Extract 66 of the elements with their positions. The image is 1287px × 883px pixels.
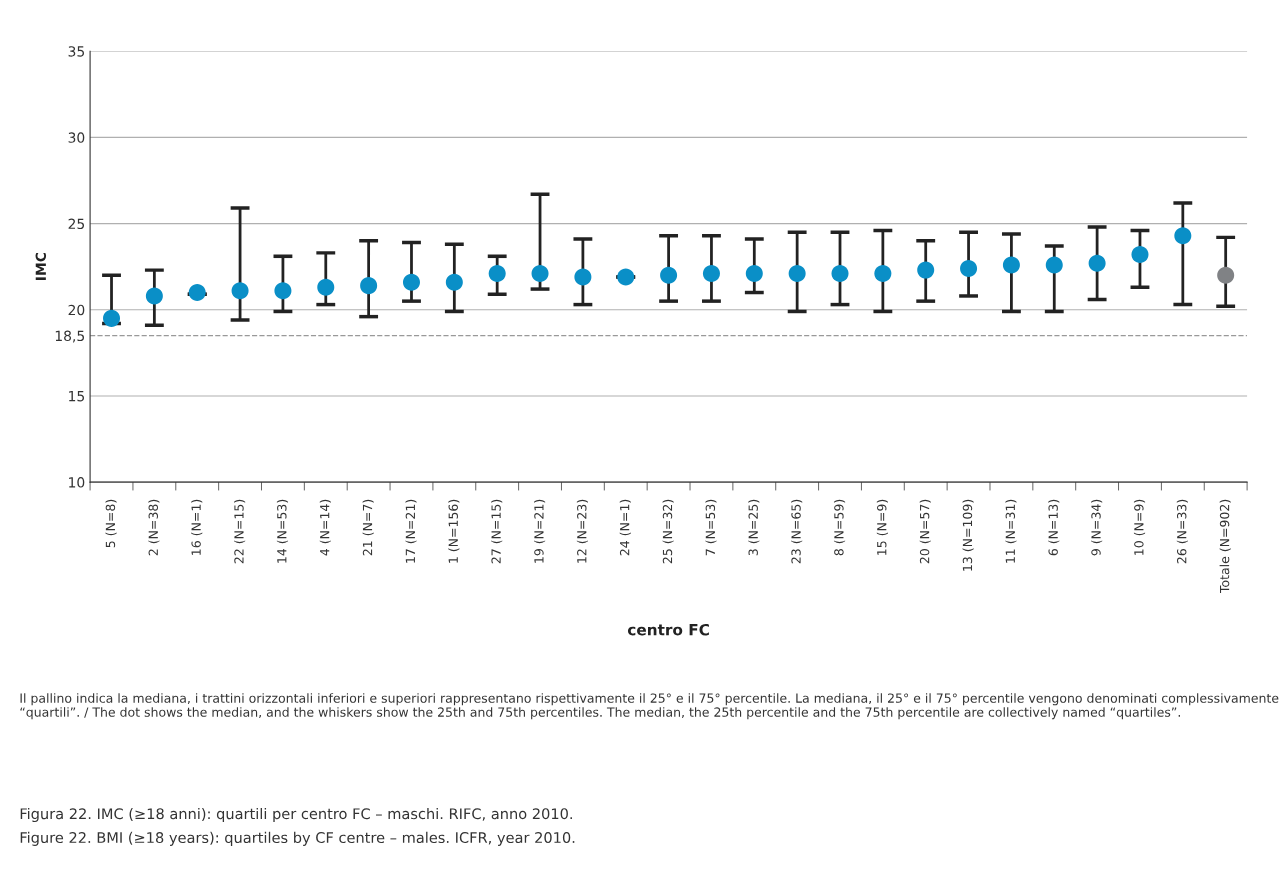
point bbox=[702, 265, 720, 283]
x-tick-label: 4 (N=14) bbox=[319, 499, 331, 556]
point bbox=[445, 273, 463, 291]
x-tick-label: 22 (N=15) bbox=[234, 499, 246, 564]
x-tick-label: 3 (N=25) bbox=[748, 499, 760, 556]
point bbox=[1088, 254, 1106, 272]
x-tick-label: 9 (N=34) bbox=[1091, 499, 1103, 556]
point bbox=[660, 266, 678, 284]
point bbox=[531, 265, 549, 283]
point bbox=[188, 284, 206, 302]
x-tick-label: 1 (N=156) bbox=[448, 499, 460, 563]
point bbox=[488, 265, 506, 283]
point bbox=[874, 265, 892, 283]
point bbox=[274, 282, 292, 300]
point bbox=[360, 277, 378, 295]
x-tick-label: Totale (N=902) bbox=[1219, 499, 1231, 594]
x-tick-label: 15 (N=9) bbox=[876, 499, 888, 555]
y-tick-label: 15 bbox=[69, 391, 85, 402]
point bbox=[402, 273, 420, 291]
x-tick-label: 27 (N=15) bbox=[491, 499, 503, 564]
x-tick-label: 10 (N=9) bbox=[1133, 499, 1146, 555]
x-tick-label: 5 (N=8) bbox=[105, 499, 117, 548]
y-axis-title: IMC bbox=[35, 252, 47, 280]
x-tick-label: 19 (N=21) bbox=[534, 499, 546, 563]
caption: Figure 22. BMI (≥18 years): quartiles by CF centre – males. ICFR, year 2010. bbox=[20, 831, 575, 846]
point bbox=[831, 265, 849, 283]
x-tick-label: 12 (N=23) bbox=[576, 499, 588, 563]
point bbox=[317, 278, 335, 296]
point bbox=[1174, 227, 1192, 245]
point bbox=[145, 287, 163, 305]
point bbox=[617, 268, 635, 286]
x-tick-label: 2 (N=38) bbox=[148, 499, 160, 556]
point bbox=[231, 282, 249, 300]
x-tick-label: 11 (N=31) bbox=[1005, 499, 1017, 563]
y-tick-label: 35 bbox=[68, 46, 85, 57]
text: Figura 22. IMC (≥18 anni): quartili per centro FC – maschi. RIFC, anno 2010. bbox=[20, 807, 572, 823]
x-tick-label: 17 (N=21) bbox=[405, 499, 417, 563]
x-tick-label: 7 (N=53) bbox=[705, 499, 717, 556]
point bbox=[1045, 256, 1063, 274]
point bbox=[788, 265, 806, 283]
x-axis-title: centro FC bbox=[627, 623, 709, 636]
point bbox=[1217, 266, 1235, 284]
point bbox=[960, 259, 978, 277]
y-tick-label: 18,5 bbox=[55, 330, 85, 343]
x-tick-label: 6 (N=13) bbox=[1048, 499, 1060, 556]
point bbox=[1131, 246, 1149, 264]
point bbox=[574, 268, 592, 286]
y-tick-label: 30 bbox=[68, 132, 85, 143]
point bbox=[103, 309, 121, 327]
x-tick-label: 8 (N=59) bbox=[833, 499, 846, 556]
x-tick-label: 20 (N=57) bbox=[919, 499, 931, 564]
x-tick-label: 26 (N=33) bbox=[1176, 499, 1188, 564]
y-tick-label: 20 bbox=[68, 304, 85, 316]
x-tick-label: 21 (N=7) bbox=[362, 499, 374, 556]
x-tick-label: 23 (N=65) bbox=[791, 499, 803, 564]
point bbox=[917, 261, 935, 279]
y-tick-label: 25 bbox=[68, 218, 85, 230]
x-tick-label: 25 (N=32) bbox=[662, 499, 674, 564]
x-tick-label: 13 (N=109) bbox=[962, 499, 974, 571]
x-tick-label: 16 (N=1) bbox=[191, 499, 203, 555]
x-tick-label: 24 (N=1) bbox=[619, 499, 631, 556]
text: Il pallino indica la mediana, i trattini orizzontali inferiori e superiori rappresentano rispettivamente il 25° e il 75° percentile. La mediana, il 25° e il 75° percentile vengono denominati complessivamente “quartili”. / The dot shows the median, and the whiskers show the 25th and 75th percentiles. The median, the 25th percentile and the 75th percentile are collectively named “quartiles”. bbox=[20, 693, 1279, 720]
point bbox=[1002, 256, 1020, 274]
y-tick-label: 10 bbox=[69, 477, 85, 488]
point bbox=[745, 265, 763, 283]
x-tick-label: 14 (N=53) bbox=[276, 499, 289, 563]
